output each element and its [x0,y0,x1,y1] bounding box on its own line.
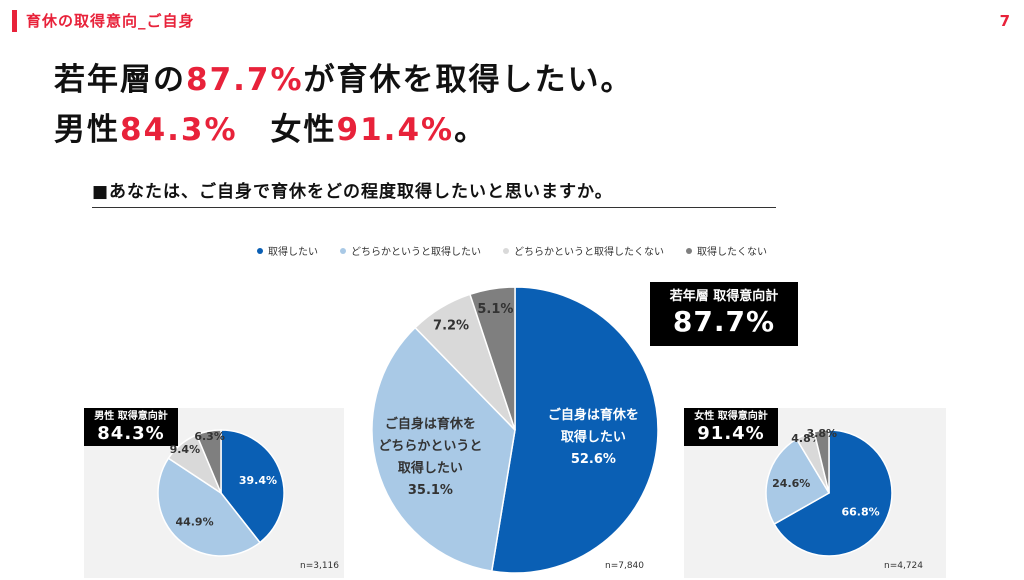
legend-label: 取得したくない [697,247,767,258]
female-slice-somewhat-want [765,437,831,526]
legend-item: 取得したくない [686,243,767,258]
headline-text: 。 [454,112,488,148]
all-total-value: 87.7% [672,305,776,338]
headline-text: 女性 [237,112,337,148]
slice-label-line: 4.8% [791,432,822,445]
headline-highlight-male: 84.3% [120,112,238,148]
female-total-box: 女性 取得意向計 91.4% [684,408,778,446]
all-total-box: 若年層 取得意向計 87.7% [650,282,798,346]
male-total-box: 男性 取得意向計 84.3% [84,408,178,446]
female-total-value: 91.4% [697,423,765,444]
headline-highlight-female: 91.4% [336,112,455,148]
legend-swatch [686,247,692,254]
page-number: 7 [999,12,1010,30]
male-slice-want-label: 39.4% [239,474,277,487]
header-accent-bar [12,10,17,32]
slice-label-line: 取得したい [561,429,626,445]
male-slice-somewhat-not-label: 9.4% [170,443,201,456]
chart-legend: 取得したい どちらかというと取得したい どちらかというと取得したくない 取得した… [0,243,1024,258]
headline-line-1: 若年層の87.7%が育休を取得したい。 [54,60,634,100]
female-slice-somewhat-not-label: 4.8% [791,432,822,445]
slice-label-line: 44.9% [175,516,213,529]
headline-line-2: 男性84.3% 女性91.4%。 [54,110,487,150]
male-pie-chart: 39.4% 44.9% 9.4%6.3% [157,429,285,557]
slice-label-line: どちらかというと [378,439,482,454]
female-slice-not-want [813,429,830,494]
slice-label-line: 24.6% [772,477,810,490]
male-total-label: 男性 取得意向計 [94,411,168,422]
legend-item: 取得したい [257,243,318,258]
all-total-label: 若年層 取得意向計 [669,289,779,304]
headline-text: 男性 [54,112,120,148]
male-slice-somewhat-want-label: 44.9% [175,516,213,529]
male-total-value: 84.3% [97,423,165,444]
all-pie-chart: ご自身は育休を取得したい 52.6%ご自身は育休をどちらかというと取得したい 35.… [371,286,659,574]
legend-label: どちらかというと取得したくない [514,247,664,258]
legend-swatch [503,247,509,254]
all-slice-want-label: ご自身は育休を取得したい 52.6% [548,407,639,467]
legend-item: どちらかというと取得したくない [503,243,664,258]
slice-label-line: 取得したい [398,460,463,476]
male-sample-size: n=3,116 [300,561,340,571]
headline-text: が育休を取得したい。 [303,62,634,98]
slice-label-line: ご自身は育休を [385,416,476,432]
slice-label-line: 39.4% [239,474,277,487]
female-slice-somewhat-want-label: 24.6% [772,477,810,490]
male-slice-not-want [195,429,222,494]
slice-label-line: 7.2% [433,318,469,333]
male-slice-somewhat-want [157,457,261,557]
female-slice-want [773,429,893,557]
all-slice-somewhat-not-label: 7.2% [433,318,469,333]
legend-label: 取得したい [268,247,318,258]
headline-highlight: 87.7% [186,62,304,98]
male-slice-want [220,429,285,544]
all-slice-somewhat-want [371,326,516,572]
slice-label-line: 3.8% [807,427,838,440]
female-sample-size: n=4,724 [884,561,924,571]
legend-swatch [257,247,263,254]
slice-label-line: 9.4% [170,443,201,456]
slice-label-line: 66.8% [841,505,879,518]
female-pie-chart: 66.8% 24.6% 4.8%3.8% [765,427,893,557]
all-slice-not-want-label: 5.1% [477,302,513,317]
section-title: 育休の取得意向_ご自身 [26,12,195,30]
male-slice-not-want-label: 6.3% [194,430,225,443]
survey-question: ■あなたは、ご自身で育休をどの程度取得したいと思いますか。 [92,180,776,208]
headline-text: 若年層の [54,62,186,98]
slice-label-line: 52.6% [571,452,616,467]
female-slice-not-want-label: 3.8% [807,427,838,440]
legend-swatch [340,247,346,254]
female-slice-want-label: 66.8% [841,505,879,518]
slice-label-line: 6.3% [194,430,225,443]
all-sample-size: n=7,840 [605,561,645,571]
legend-label: どちらかというと取得したい [351,247,481,258]
slice-label-line: 35.1% [408,483,453,498]
slice-label-line: 5.1% [477,302,513,317]
all-slice-want [490,286,659,574]
legend-item: どちらかというと取得したい [340,243,481,258]
all-slice-somewhat-want-label: ご自身は育休をどちらかというと取得したい 35.1% [378,416,482,498]
all-slice-not-want [469,286,516,431]
female-total-label: 女性 取得意向計 [694,411,768,422]
slice-label-line: ご自身は育休を [548,407,639,423]
